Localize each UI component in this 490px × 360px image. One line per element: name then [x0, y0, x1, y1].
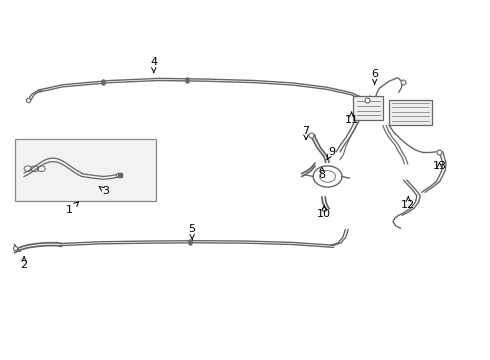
Text: 3: 3	[99, 186, 109, 196]
Text: 9: 9	[327, 147, 335, 160]
Text: 10: 10	[317, 206, 331, 219]
Bar	[15, 139, 156, 201]
Text: 7: 7	[302, 126, 310, 139]
Text: 13: 13	[433, 161, 446, 171]
Text: 2: 2	[21, 257, 27, 270]
Text: 12: 12	[401, 197, 416, 210]
Bar	[389, 100, 432, 125]
Text: 4: 4	[150, 57, 157, 72]
Text: 6: 6	[371, 69, 378, 85]
Text: 1: 1	[66, 202, 78, 215]
Text: 5: 5	[189, 224, 196, 240]
Bar	[353, 96, 383, 120]
Text: 11: 11	[344, 112, 359, 125]
Text: 8: 8	[318, 167, 325, 180]
